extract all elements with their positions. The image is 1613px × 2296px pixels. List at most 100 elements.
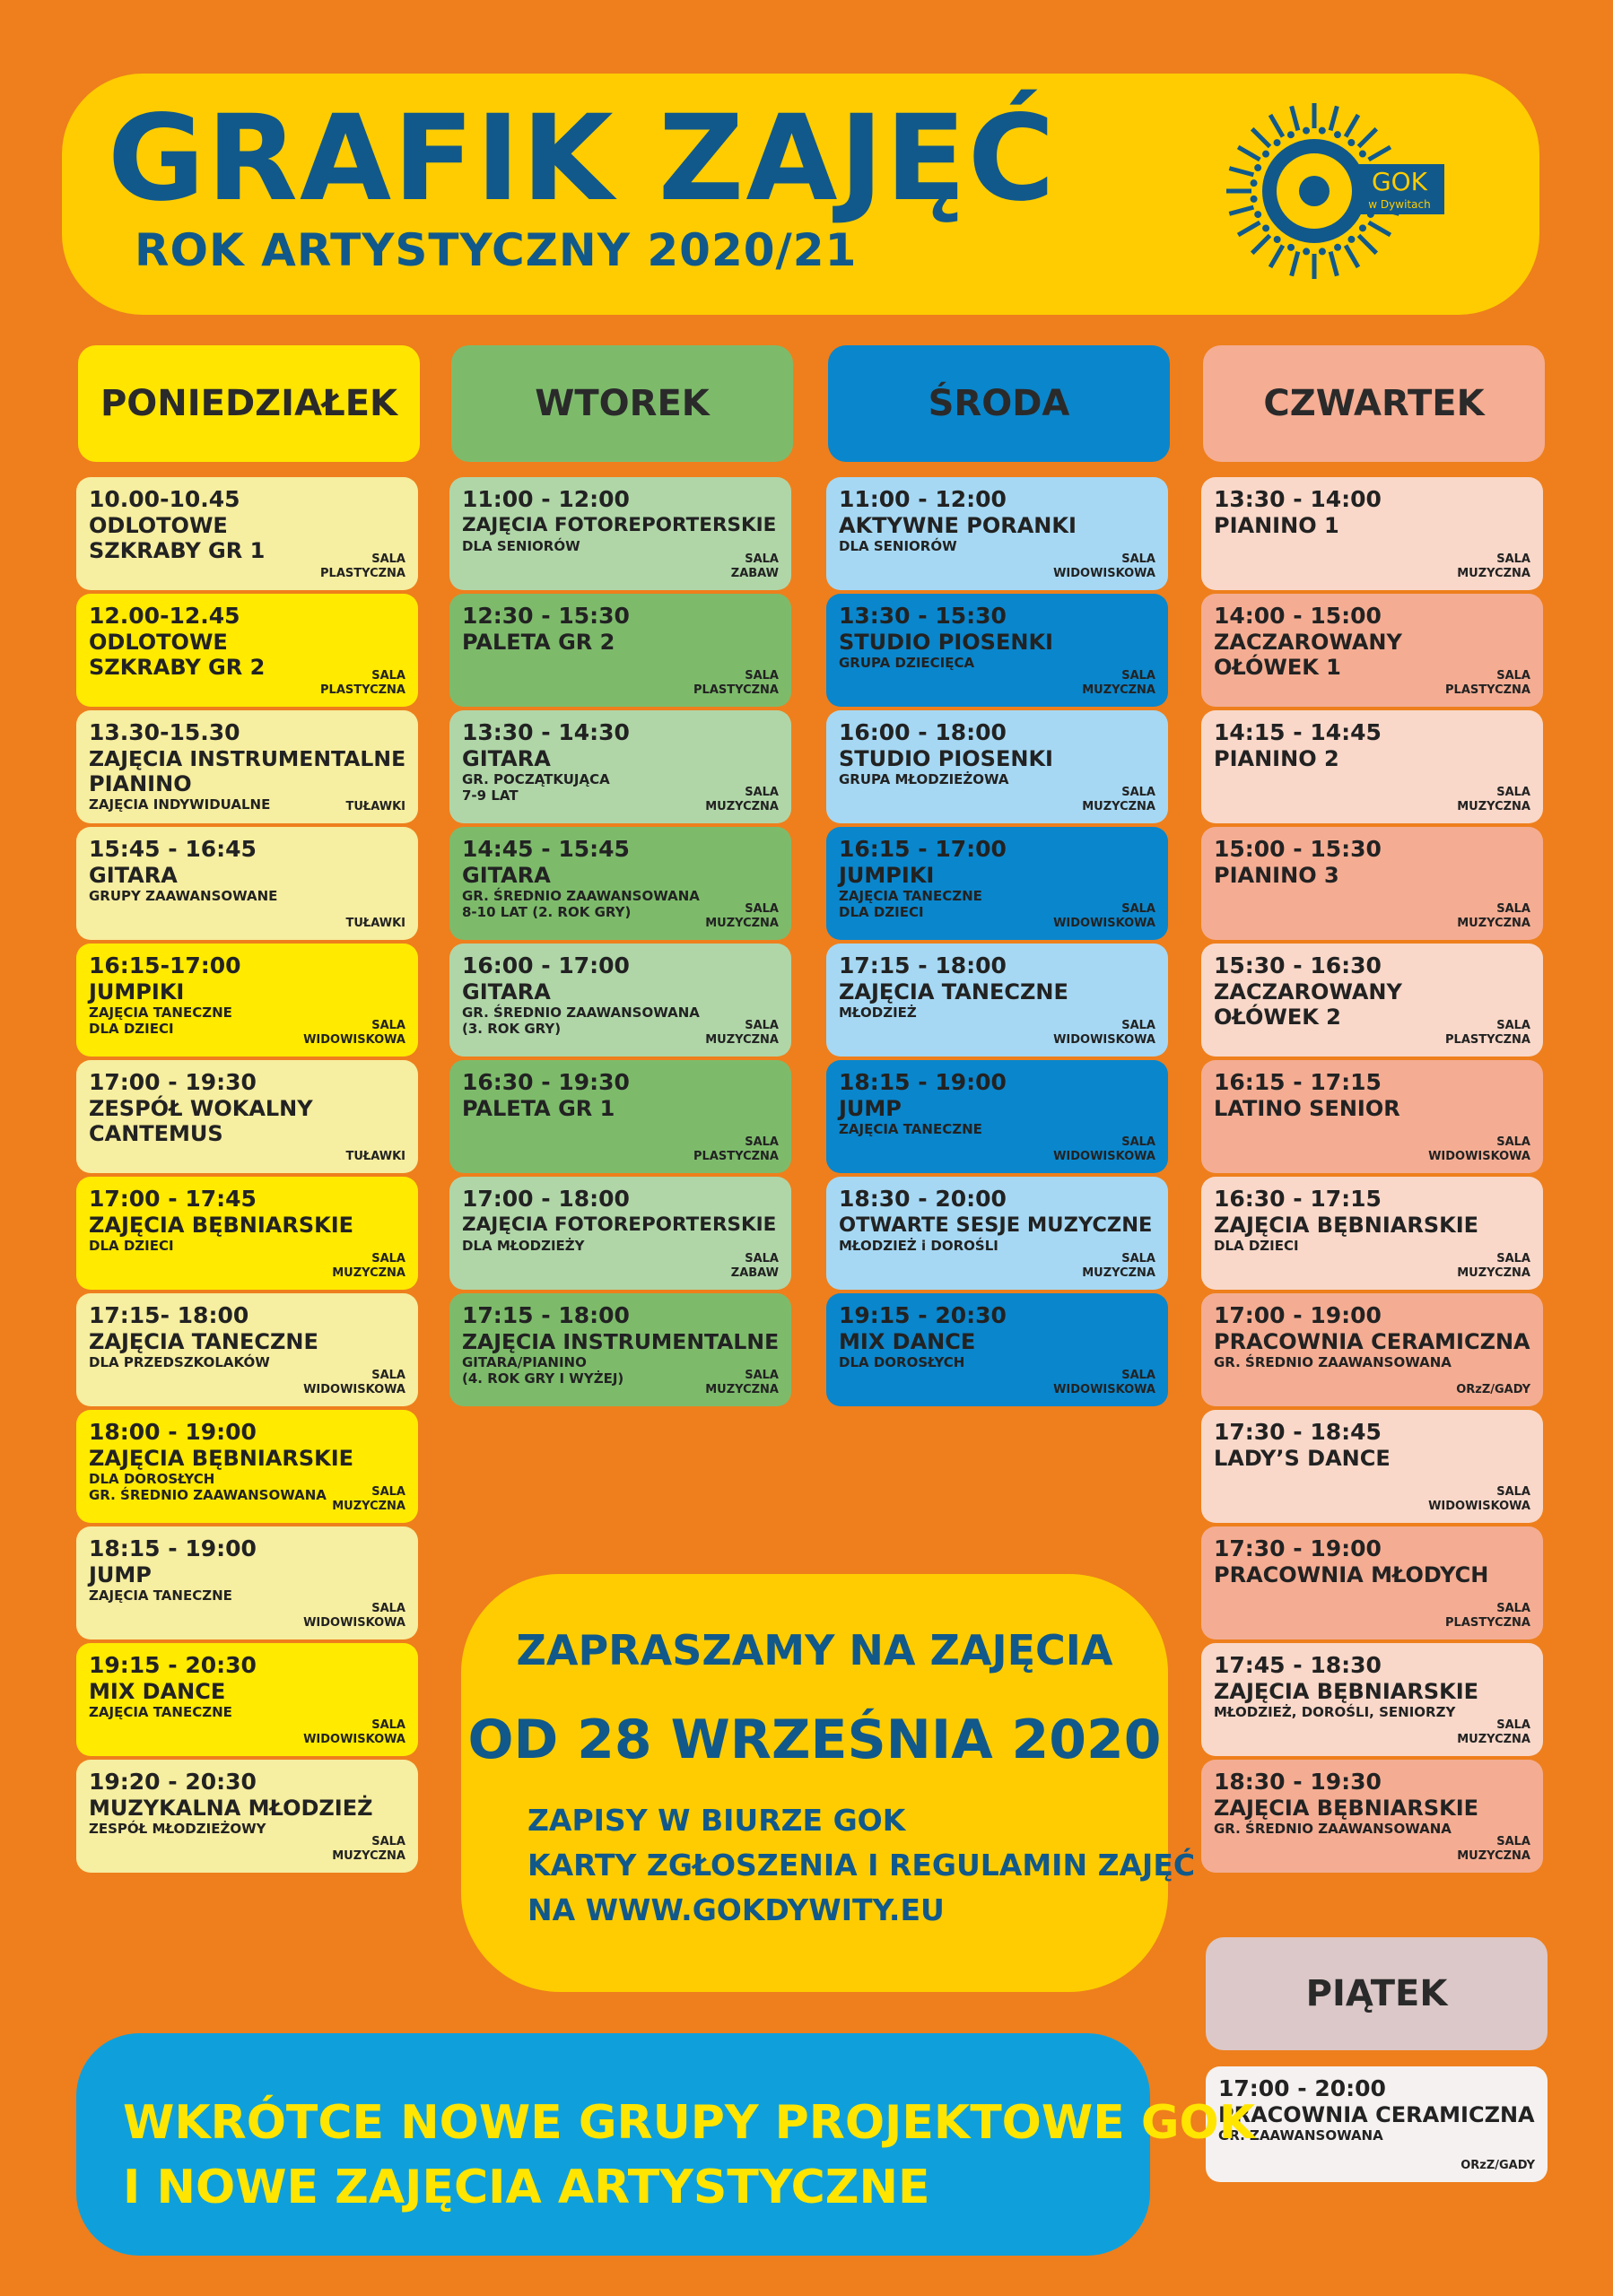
day-header-monday: PONIEDZIAŁEK <box>78 345 420 462</box>
card-room: SALA WIDOWISKOWA <box>1053 1369 1155 1397</box>
card-room: SALA WIDOWISKOWA <box>1053 1019 1155 1048</box>
card-title: ZACZAROWANY <box>1214 979 1402 1004</box>
invitation-heading: ZAPRASZAMY NA ZAJĘCIA <box>516 1626 1113 1674</box>
card-room-line: WIDOWISKOWA <box>303 1033 405 1047</box>
card-subtitle: ZAJĘCIA TANECZNE <box>839 1121 982 1137</box>
card-room-line: PLASTYCZNA <box>320 567 405 580</box>
card-room: SALA WIDOWISKOWA <box>1053 1135 1155 1164</box>
card-time: 17:30 - 18:45 <box>1214 1419 1382 1445</box>
card-title: GITARA <box>462 746 551 771</box>
card-room: SALA PLASTYCZNA <box>1445 669 1530 698</box>
schedule-card: 16:30 - 17:15 ZAJĘCIA BĘBNIARSKIE DLA DZIE… <box>1201 1177 1543 1290</box>
day-column-thursday: 13:30 - 14:00 PIANINO 1 SALA MUZYCZNA 14:00 … <box>1201 477 1543 1873</box>
page-title: GRAFIK ZAJĘĆ <box>108 90 1057 228</box>
card-room: SALA WIDOWISKOWA <box>1053 902 1155 931</box>
logo-figure <box>1328 250 1339 277</box>
card-title: AKTYWNE PORANKI <box>839 513 1077 538</box>
schedule-card: 12:30 - 15:30 PALETA GR 2 SALA PLASTYCZNA <box>449 594 791 707</box>
card-time: 16:30 - 19:30 <box>462 1069 630 1095</box>
card-room-line: SALA <box>1496 552 1530 566</box>
card-room-line: MUZYCZNA <box>1082 683 1155 697</box>
logo-figure <box>1328 105 1339 132</box>
card-time: 15:45 - 16:45 <box>89 836 257 862</box>
logo-figure <box>1343 244 1361 269</box>
card-room-line: MUZYCZNA <box>705 917 779 930</box>
card-title: SZKRABY GR 2 <box>89 655 266 680</box>
card-room-line: SALA <box>371 1718 405 1732</box>
schedule-card: 12.00-12.45 ODLOTOWE SZKRABY GR 2 SALA PLAST… <box>76 594 418 707</box>
schedule-card: 17:00 - 19:00 PRACOWNIA CERAMICZNA GR. ŚRE… <box>1201 1293 1543 1406</box>
schedule-card: 13.30-15.30 ZAJĘCIA INSTRUMENTALNE PIANINO… <box>76 710 418 823</box>
card-subtitle: ZAJĘCIA TANECZNE <box>89 1004 232 1021</box>
schedule-card: 16:00 - 18:00 STUDIO PIOSENKI GRUPA MŁODZI… <box>826 710 1168 823</box>
card-room-line: SALA <box>1121 552 1155 566</box>
card-subtitle: GRUPA MŁODZIEŻOWA <box>839 771 1009 787</box>
card-title: STUDIO PIOSENKI <box>839 630 1053 655</box>
invitation-website-link[interactable]: NA WWW.GOKDYWITY.EU <box>527 1892 945 1927</box>
card-room: ORzZ/GADY <box>1456 1383 1530 1397</box>
card-time: 19:15 - 20:30 <box>839 1302 1007 1328</box>
schedule-card: 15:45 - 16:45 GITARA GRUPY ZAAWANSOWANE TUŁ… <box>76 827 418 940</box>
schedule-card: 11:00 - 12:00 ZAJĘCIA FOTOREPORTERSKIE DLA… <box>449 477 791 590</box>
card-room-line: TUŁAWKI <box>345 1150 406 1163</box>
card-title: ZAJĘCIA BĘBNIARSKIE <box>1214 1213 1479 1238</box>
card-time: 17:30 - 19:00 <box>1214 1535 1382 1561</box>
card-room: SALA MUZYCZNA <box>332 1252 405 1281</box>
invitation-info-line: ZAPISY W BIURZE GOK <box>527 1803 906 1838</box>
card-title: PRACOWNIA CERAMICZNA <box>1218 2102 1535 2127</box>
logo-figure-head <box>1254 164 1262 172</box>
card-room: SALA ZABAW <box>731 552 779 581</box>
card-room-line: WIDOWISKOWA <box>303 1383 405 1396</box>
card-time: 13:30 - 14:00 <box>1214 486 1382 512</box>
card-room-line: PLASTYCZNA <box>1445 1616 1530 1630</box>
logo-figure-head <box>1347 235 1356 243</box>
logo-figure-head <box>1334 243 1342 251</box>
card-title: PALETA GR 1 <box>462 1096 615 1121</box>
card-subtitle: DLA SENIORÓW <box>839 538 957 554</box>
card-room: SALA WIDOWISKOWA <box>1428 1485 1530 1514</box>
card-room-line: WIDOWISKOWA <box>1053 1383 1155 1396</box>
card-room-line: ORzZ/GADY <box>1456 1383 1530 1396</box>
card-title: PIANINO 1 <box>1214 513 1339 538</box>
card-room-line: MUZYCZNA <box>705 800 779 813</box>
card-room-line: MUZYCZNA <box>705 1033 779 1047</box>
schedule-card: 18:30 - 20:00 OTWARTE SESJE MUZYCZNE MŁODZ… <box>826 1177 1168 1290</box>
card-title: JUMPIKI <box>839 863 935 888</box>
logo-figure <box>1343 113 1361 138</box>
card-room: SALA PLASTYCZNA <box>1445 1602 1530 1631</box>
card-subtitle: GRUPA DZIECIĘCA <box>839 655 975 671</box>
card-room-line: MUZYCZNA <box>1457 1266 1530 1280</box>
card-room-line: WIDOWISKOWA <box>1428 1500 1530 1513</box>
logo-figure <box>1289 105 1301 132</box>
card-subtitle: 8-10 LAT (2. ROK GRY) <box>462 904 632 920</box>
card-room-line: WIDOWISKOWA <box>303 1733 405 1746</box>
card-room: SALA MUZYCZNA <box>705 786 779 814</box>
schedule-card: 17:00 - 17:45 ZAJĘCIA BĘBNIARSKIE DLA DZIE… <box>76 1177 418 1290</box>
logo-figure <box>1367 220 1392 238</box>
card-room: SALA MUZYCZNA <box>1082 786 1155 814</box>
logo-figure <box>1228 204 1255 216</box>
schedule-card: 13:30 - 14:00 PIANINO 1 SALA MUZYCZNA <box>1201 477 1543 590</box>
card-room-line: WIDOWISKOWA <box>1053 1033 1155 1047</box>
card-room: SALA MUZYCZNA <box>1457 552 1530 581</box>
card-room: TUŁAWKI <box>346 800 406 814</box>
announcement-box: WKRÓTCE NOWE GRUPY PROJEKTOWE GOK I NOWE… <box>76 2033 1255 2256</box>
card-room-line: SALA <box>1121 669 1155 683</box>
card-room-line: SALA <box>371 1602 405 1615</box>
day-header-tuesday: WTOREK <box>451 345 793 462</box>
card-title: MIX DANCE <box>89 1679 226 1704</box>
card-room-line: TUŁAWKI <box>345 917 406 930</box>
card-room-line: SALA <box>1496 1718 1530 1732</box>
logo-figure-head <box>1273 235 1281 243</box>
card-title: ZESPÓŁ WOKALNY <box>89 1096 313 1121</box>
card-title: ZAJĘCIA TANECZNE <box>89 1329 318 1354</box>
schedule-card-friday: 17:00 - 20:00 PRACOWNIA CERAMICZNA GR. Z… <box>1206 2066 1548 2182</box>
logo-figure <box>1289 250 1301 277</box>
card-title: GITARA <box>462 863 551 888</box>
card-room-line: SALA <box>1496 669 1530 683</box>
card-room-line: SALA <box>371 669 405 683</box>
card-time: 17:00 - 19:30 <box>89 1069 257 1095</box>
card-title: PRACOWNIA MŁODYCH <box>1214 1562 1489 1587</box>
announcement-line: WKRÓTCE NOWE GRUPY PROJEKTOWE GOK <box>123 2096 1256 2150</box>
card-subtitle: GR. POCZĄTKUJĄCA <box>462 771 610 787</box>
